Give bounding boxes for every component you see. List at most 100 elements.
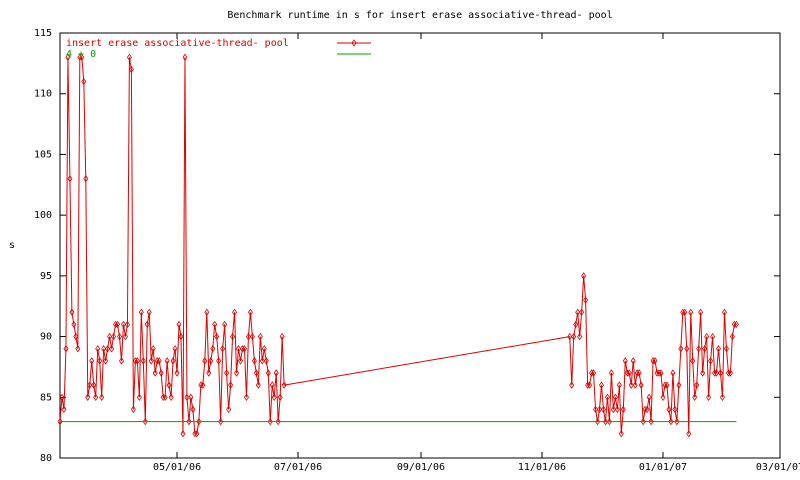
point-marker — [680, 308, 686, 317]
point-marker — [124, 320, 130, 329]
point-marker — [154, 357, 160, 365]
point-marker — [604, 393, 610, 402]
point-marker — [257, 332, 263, 341]
point-marker — [723, 344, 729, 353]
point-marker — [696, 344, 702, 353]
point-marker — [632, 381, 638, 389]
point-marker — [585, 381, 591, 389]
y-axis-label: s — [9, 240, 15, 251]
point-marker — [630, 357, 636, 365]
point-marker — [255, 381, 261, 389]
point-marker — [670, 369, 676, 377]
x-tick-label: 07/01/06 — [274, 462, 322, 473]
point-marker — [700, 369, 706, 377]
point-marker — [579, 308, 585, 317]
point-marker — [172, 344, 178, 353]
point-marker — [243, 393, 249, 402]
point-marker — [660, 393, 666, 402]
point-marker — [164, 357, 170, 365]
point-marker — [575, 308, 581, 317]
point-marker — [75, 344, 81, 353]
point-marker — [638, 381, 644, 389]
point-marker — [688, 308, 694, 317]
point-marker — [113, 320, 119, 329]
point-marker — [595, 417, 601, 426]
point-marker — [269, 381, 275, 389]
point-marker — [81, 77, 87, 86]
point-marker — [731, 320, 737, 329]
point-marker — [624, 369, 630, 377]
point-marker — [142, 417, 148, 426]
point-marker — [63, 344, 69, 353]
point-marker — [692, 393, 698, 402]
point-marker — [206, 369, 212, 377]
point-marker — [156, 357, 162, 365]
point-marker — [202, 357, 208, 365]
point-marker — [210, 344, 216, 353]
point-marker — [706, 393, 712, 402]
point-marker — [571, 332, 577, 341]
point-marker — [602, 417, 608, 426]
legend-label: 4 + 0 — [66, 49, 96, 60]
point-marker — [67, 174, 73, 183]
y-tick-label: 115 — [34, 28, 52, 39]
point-marker — [93, 393, 99, 402]
y-tick-label: 90 — [40, 332, 52, 343]
point-marker — [247, 308, 253, 317]
point-marker — [569, 381, 575, 389]
point-marker — [253, 369, 259, 377]
point-marker — [239, 344, 245, 353]
point-marker — [644, 405, 650, 414]
point-marker — [733, 320, 739, 329]
point-marker — [71, 320, 77, 329]
point-marker — [192, 429, 198, 438]
point-marker — [652, 357, 658, 365]
point-marker — [99, 393, 105, 402]
point-marker — [87, 381, 93, 389]
point-marker — [694, 381, 700, 389]
point-marker — [676, 381, 682, 389]
point-marker — [656, 369, 662, 377]
point-marker — [599, 381, 604, 389]
point-marker — [184, 393, 190, 402]
point-marker — [234, 369, 240, 377]
point-marker — [158, 369, 164, 377]
point-marker — [138, 308, 144, 317]
point-marker — [160, 393, 166, 402]
point-marker — [126, 53, 132, 62]
point-marker — [684, 344, 690, 353]
point-marker — [271, 393, 277, 402]
point-marker — [232, 308, 238, 317]
legend-marker — [351, 39, 357, 47]
point-marker — [91, 381, 97, 389]
point-marker — [279, 332, 285, 341]
point-marker — [259, 357, 265, 365]
point-marker — [708, 357, 714, 365]
point-marker — [664, 381, 670, 389]
point-marker — [690, 357, 696, 365]
point-marker — [79, 53, 85, 62]
point-marker — [281, 381, 287, 389]
point-marker — [216, 357, 222, 365]
y-tick-label: 95 — [40, 271, 52, 282]
point-marker — [188, 393, 194, 402]
point-marker — [77, 53, 83, 62]
point-marker — [109, 344, 115, 353]
point-marker — [218, 417, 224, 426]
point-marker — [144, 320, 150, 329]
point-marker — [128, 65, 134, 74]
point-marker — [729, 332, 735, 341]
point-marker — [698, 308, 704, 317]
point-marker — [618, 429, 624, 438]
point-marker — [57, 417, 63, 426]
point-marker — [214, 332, 220, 341]
point-marker — [614, 405, 620, 414]
point-marker — [105, 344, 111, 353]
point-marker — [132, 357, 138, 365]
point-marker — [224, 369, 230, 377]
point-marker — [198, 381, 204, 389]
point-marker — [662, 381, 668, 389]
point-marker — [220, 344, 226, 353]
point-marker — [115, 320, 121, 329]
point-marker — [150, 344, 156, 353]
